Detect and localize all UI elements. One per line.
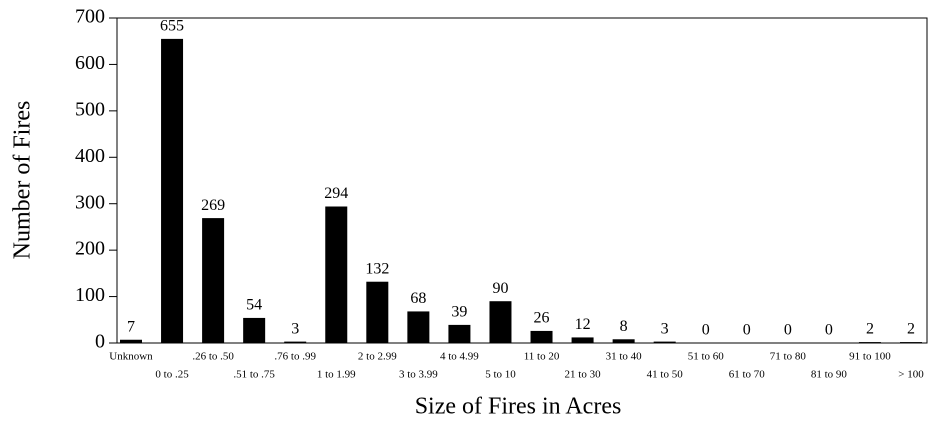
value-label: 2 bbox=[866, 321, 874, 338]
bar bbox=[900, 342, 922, 343]
plot-frame bbox=[116, 17, 928, 344]
bar bbox=[571, 337, 594, 343]
value-label: 68 bbox=[410, 290, 426, 307]
bar bbox=[530, 330, 553, 343]
bar bbox=[120, 339, 142, 343]
bar bbox=[366, 281, 389, 343]
value-label: 54 bbox=[246, 297, 262, 314]
x-tick-label: 4 to 4.99 bbox=[440, 351, 479, 363]
y-tick-label: 400 bbox=[75, 145, 105, 167]
x-tick-label: 3 to 3.99 bbox=[399, 369, 438, 381]
x-tick-label: 71 to 80 bbox=[770, 351, 807, 363]
x-tick-label: 5 to 10 bbox=[485, 369, 516, 381]
x-tick-label: 2 to 2.99 bbox=[358, 351, 397, 363]
x-tick-label: .51 to .75 bbox=[233, 369, 275, 381]
value-label: 655 bbox=[160, 18, 184, 35]
value-label: 0 bbox=[825, 322, 833, 339]
x-tick-label: 41 to 50 bbox=[647, 369, 684, 381]
value-label: 8 bbox=[620, 318, 628, 335]
value-label: 26 bbox=[534, 310, 550, 327]
value-label: 269 bbox=[201, 197, 225, 214]
x-tick-label: > 100 bbox=[898, 369, 924, 381]
bar bbox=[653, 341, 676, 343]
y-axis-label: Number of Fires bbox=[10, 101, 36, 260]
x-tick-label: 51 to 60 bbox=[688, 351, 725, 363]
x-tick-label: 11 to 20 bbox=[524, 351, 560, 363]
bar bbox=[202, 218, 225, 343]
value-label: 0 bbox=[743, 322, 751, 339]
x-tick-label: .26 to .50 bbox=[192, 351, 234, 363]
value-label: 12 bbox=[575, 316, 591, 333]
x-tick-label: 81 to 90 bbox=[811, 369, 848, 381]
bar bbox=[858, 342, 881, 343]
bar bbox=[448, 324, 471, 343]
x-tick-label: 91 to 100 bbox=[849, 351, 891, 363]
y-tick-label: 500 bbox=[75, 98, 105, 120]
value-label: 3 bbox=[291, 320, 299, 337]
value-label: 0 bbox=[784, 322, 792, 339]
y-tick-label: 0 bbox=[95, 331, 105, 353]
x-tick-label: Unknown bbox=[109, 351, 153, 363]
x-tick-label: .76 to .99 bbox=[274, 351, 316, 363]
x-tick-label: 1 to 1.99 bbox=[317, 369, 356, 381]
value-label: 132 bbox=[365, 260, 389, 277]
y-tick-label: 300 bbox=[75, 191, 105, 213]
y-tick-label: 200 bbox=[75, 238, 105, 260]
value-label: 0 bbox=[702, 322, 710, 339]
value-label: 3 bbox=[661, 320, 669, 337]
bar bbox=[489, 301, 512, 343]
value-label: 90 bbox=[492, 280, 508, 297]
y-tick-label: 600 bbox=[75, 52, 105, 74]
y-tick-label: 700 bbox=[75, 6, 105, 28]
value-label: 294 bbox=[324, 185, 348, 202]
value-label: 39 bbox=[451, 304, 467, 321]
value-label: 2 bbox=[907, 321, 915, 338]
bar bbox=[612, 339, 635, 343]
bar bbox=[325, 206, 348, 343]
x-tick-label: 0 to .25 bbox=[155, 369, 189, 381]
value-label: 7 bbox=[127, 318, 135, 335]
x-tick-label: 31 to 40 bbox=[606, 351, 643, 363]
y-tick-label: 100 bbox=[75, 284, 105, 306]
x-axis-label: Size of Fires in Acres bbox=[415, 394, 622, 420]
bar bbox=[243, 317, 266, 343]
bar bbox=[284, 341, 307, 343]
bar bbox=[407, 311, 430, 343]
bar bbox=[161, 38, 184, 344]
x-tick-label: 61 to 70 bbox=[729, 369, 766, 381]
x-tick-label: 21 to 30 bbox=[565, 369, 602, 381]
